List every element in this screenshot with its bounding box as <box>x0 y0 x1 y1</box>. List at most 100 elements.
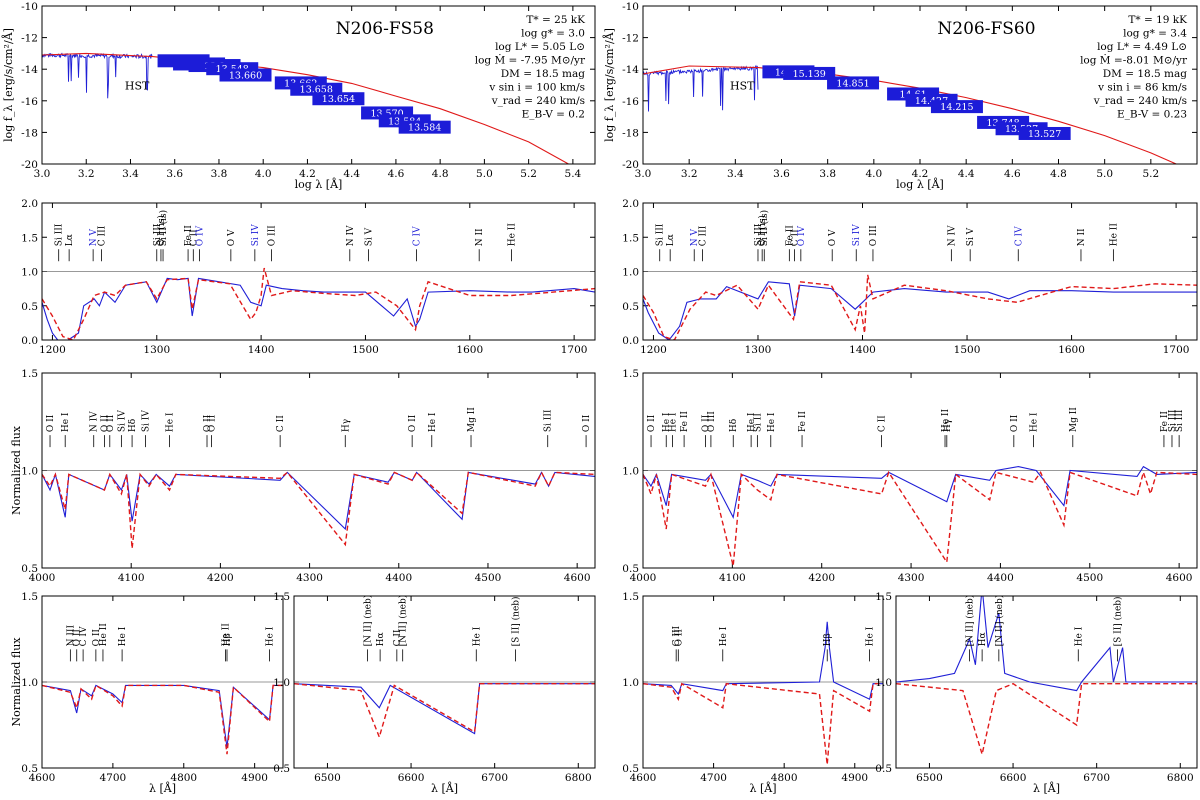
line-id-label: He I <box>118 626 128 646</box>
line-id-label: N V <box>89 228 99 246</box>
line-id-label: O I (is) <box>156 215 167 246</box>
line-id-label: N II <box>475 228 485 246</box>
x-axis-label: λ [Å] <box>431 781 458 795</box>
line-id-label: N IV <box>346 225 356 246</box>
x-tick-label: 6500 <box>314 772 341 784</box>
model-sed-line <box>643 65 1177 164</box>
y-tick-label: 0.5 <box>21 763 38 775</box>
axes-frame <box>895 595 1198 769</box>
x-tick-label: 1700 <box>1163 344 1190 356</box>
line-id-label: Fe II <box>798 411 808 432</box>
x-tick-label: 1600 <box>456 344 483 356</box>
y-tick-label: 1.5 <box>622 232 639 244</box>
line-id-label: N V <box>690 228 700 246</box>
x-tick-label: 5.2 <box>1142 168 1159 180</box>
line-id-label: Si V <box>365 227 375 246</box>
line-id-label: O II <box>582 414 592 432</box>
param-text: v sin i = 100 km/s <box>488 82 585 94</box>
line-id-label: [N II] (neb) <box>398 595 409 647</box>
line-id-label: Si III <box>153 223 163 246</box>
x-tick-label: 1700 <box>561 344 588 356</box>
plot-area <box>643 621 883 765</box>
x-tick-label: 4.4 <box>343 168 360 180</box>
y-tick-label: -14 <box>21 64 38 76</box>
line-id-label: N IV <box>947 225 957 246</box>
line-id-label: C IV <box>79 626 89 646</box>
line-id-label: Si III <box>55 223 65 246</box>
line-id-label: O I (is) <box>757 215 768 246</box>
y-tick-label: -20 <box>21 159 38 171</box>
param-text: log Ṁ = -7.95 M⊙/yr <box>475 53 586 67</box>
line-id-label: He I <box>668 412 678 432</box>
y-tick-label: 0.5 <box>622 563 639 575</box>
photometry-point <box>219 68 272 82</box>
line-id-label: Fe II <box>785 225 795 246</box>
line-id-label: He II <box>941 409 951 433</box>
series-model <box>643 682 883 765</box>
param-text: log g* = 3.0 <box>521 28 585 40</box>
line-id-label: O II <box>207 414 217 432</box>
line-id-label: He I <box>1029 412 1039 432</box>
line-id-label: O III <box>707 411 717 432</box>
line-id-label: He II <box>222 623 232 647</box>
line-id-label: Si III <box>656 223 666 246</box>
y-tick-label: 1.0 <box>21 677 38 689</box>
x-tick-label: 4900 <box>841 772 868 784</box>
x-tick-label: 6800 <box>1167 772 1194 784</box>
photometry-label: 14.851 <box>836 78 869 89</box>
x-axis-label: λ [Å] <box>750 781 777 795</box>
line-id-label: Si III <box>1175 409 1185 432</box>
y-axis-label: log f_λ [erg/s/cm²/Å] <box>1 28 15 142</box>
series-model <box>42 684 283 755</box>
param-text: T* = 25 kK <box>526 14 585 26</box>
y-tick-label: -12 <box>21 33 38 45</box>
line-id-label: Si IV <box>117 410 127 432</box>
plot-area: 14.1515.13914.85114.6114.42714.21513.748… <box>643 64 1177 164</box>
x-tick-label: 4400 <box>987 572 1014 584</box>
series-model <box>294 683 595 740</box>
x-tick-label: 3.4 <box>727 168 744 180</box>
line-id-label: Lα <box>666 234 676 246</box>
y-tick-label: 1.5 <box>622 368 639 380</box>
x-tick-label: 1500 <box>954 344 981 356</box>
x-tick-label: 3.8 <box>211 168 228 180</box>
x-tick-label: 5.4 <box>565 168 582 180</box>
line-id-label: He I <box>61 412 71 432</box>
series-observed <box>643 621 883 700</box>
photometry-point <box>930 100 983 114</box>
y-tick-label: 1.0 <box>21 466 38 478</box>
series-model <box>42 267 595 340</box>
line-id-label: Hδ <box>128 419 138 432</box>
x-tick-label: 4500 <box>1076 572 1103 584</box>
series-model <box>643 274 1197 340</box>
line-id-label: Hβ <box>223 633 233 646</box>
x-tick-label: 4300 <box>296 572 323 584</box>
y-tick-label: -16 <box>21 96 38 108</box>
plot-area <box>42 470 595 549</box>
x-tick-label: 3.8 <box>819 168 836 180</box>
line-id-label: O II <box>73 629 83 647</box>
line-id-label: O III <box>869 225 879 246</box>
y-tick-label: 1.0 <box>273 677 290 689</box>
y-tick-label: 0.5 <box>622 763 639 775</box>
x-tick-label: 1200 <box>640 344 667 356</box>
x-tick-label: 4800 <box>771 772 798 784</box>
y-tick-label: -16 <box>622 96 639 108</box>
line-id-label: He I <box>266 626 276 646</box>
photometry-label: 13.584 <box>408 123 441 134</box>
y-tick-label: 0.5 <box>21 301 38 313</box>
photometry-label: 14.215 <box>940 102 973 113</box>
series-observed <box>42 684 283 748</box>
x-tick-label: 3.0 <box>34 168 51 180</box>
line-id-label: C II <box>189 229 199 246</box>
photometry-point <box>827 76 880 90</box>
x-tick-label: 6700 <box>1083 772 1110 784</box>
line-id-label: Si III <box>754 223 764 246</box>
param-text: v_rad = 240 km/s <box>491 95 585 107</box>
line-id-label: C III <box>672 626 682 647</box>
line-id-label: O II <box>46 414 56 432</box>
line-id-label: Si IV <box>141 410 151 432</box>
param-text: v sin i = 86 km/s <box>1097 82 1187 94</box>
